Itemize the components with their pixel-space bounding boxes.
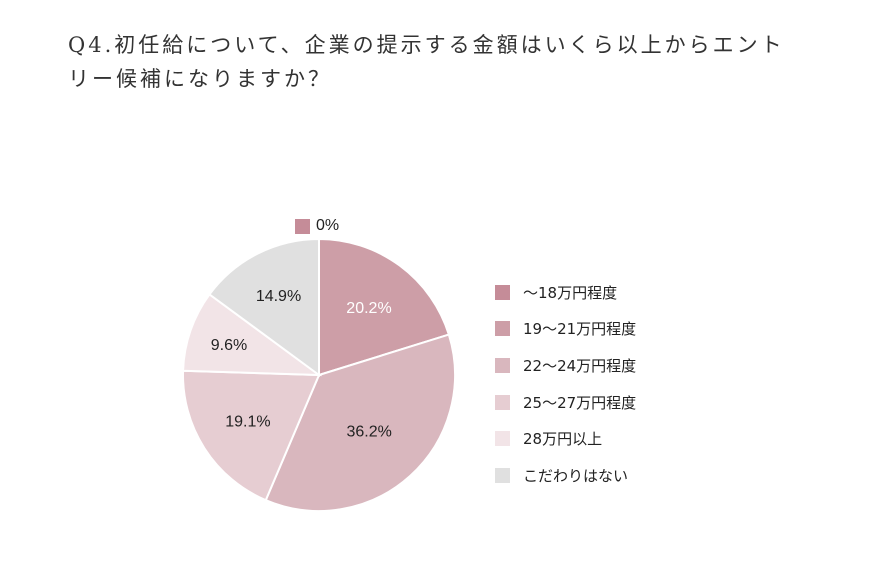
chart-title: Q4.初任給について、企業の提示する金額はいくら以上からエントリー候補になります…: [68, 33, 785, 91]
zero-swatch: [295, 218, 310, 234]
pie-labels: 20.2% 36.2% 19.1% 9.6% 14.9%: [211, 288, 392, 441]
legend-item: 28万円以上: [495, 420, 636, 457]
legend-swatch: [495, 321, 510, 337]
legend-label: 28万円以上: [523, 430, 603, 449]
slice-value-label: 20.2%: [346, 300, 391, 317]
legend-label: 〜18万円程度: [523, 283, 618, 302]
legend-swatch: [495, 357, 510, 373]
slice-value-label: 19.1%: [225, 413, 270, 430]
legend-swatch: [495, 467, 510, 483]
pie-slice: [182, 292, 323, 377]
zero-percent-callout: 0%: [295, 217, 339, 235]
legend-swatch: [495, 431, 510, 447]
pie-slice: [182, 369, 321, 502]
pie-slices: [182, 237, 456, 512]
legend: 〜18万円程度 19〜21万円程度 22〜24万円程度 25〜27万円程度 28…: [495, 274, 636, 494]
legend-label: 19〜21万円程度: [523, 320, 637, 339]
legend-item: 〜18万円程度: [495, 274, 636, 311]
legend-item: 22〜24万円程度: [495, 347, 636, 384]
legend-item: 25〜27万円程度: [495, 384, 636, 421]
legend-label: 25〜27万円程度: [523, 393, 637, 412]
legend-label: 22〜24万円程度: [523, 356, 637, 375]
pie-slice: [264, 333, 456, 512]
pie-slice: [208, 237, 320, 377]
slice-value-label: 36.2%: [346, 423, 391, 440]
legend-item: 19〜21万円程度: [495, 311, 636, 348]
pie-slice: [318, 237, 451, 377]
slice-value-label: 9.6%: [211, 337, 247, 354]
slice-value-label: 14.9%: [256, 288, 301, 305]
zero-label: 0%: [316, 217, 340, 234]
legend-swatch: [495, 394, 510, 410]
legend-label: こだわりはない: [523, 466, 629, 485]
legend-item: こだわりはない: [495, 457, 636, 494]
legend-swatch: [495, 284, 510, 300]
